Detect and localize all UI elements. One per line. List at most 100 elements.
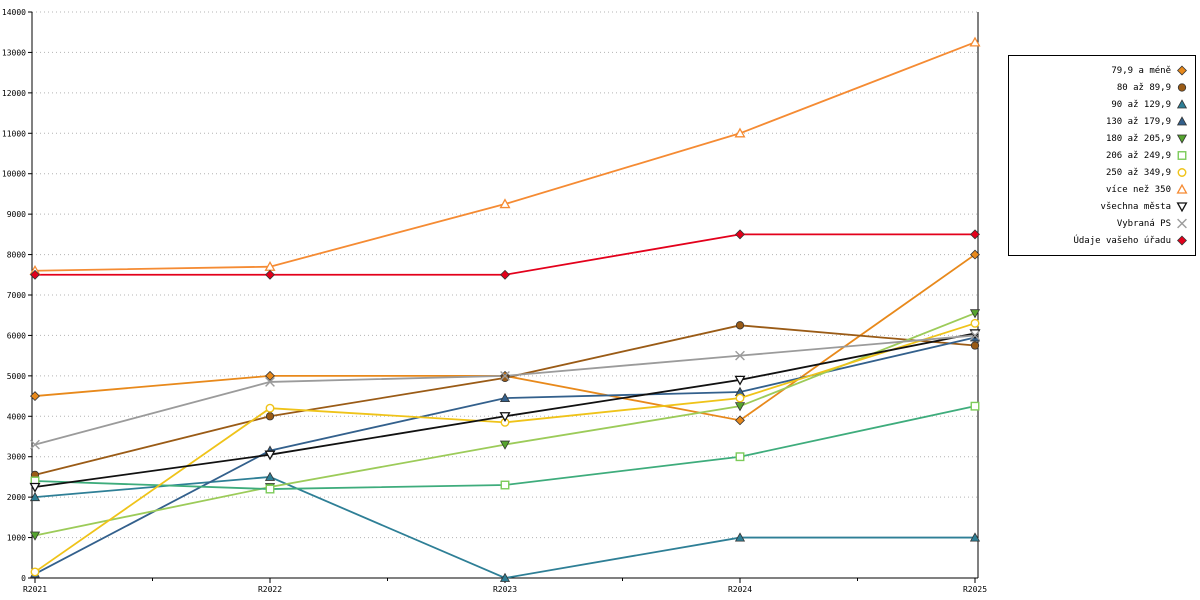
legend-marker-icon bbox=[1177, 83, 1187, 92]
y-axis-label: 7000 bbox=[7, 291, 26, 300]
y-axis-label: 11000 bbox=[2, 129, 26, 138]
legend-marker-icon bbox=[1177, 65, 1187, 76]
legend-item: všechna města bbox=[1015, 198, 1189, 215]
series-marker-triangle-up-icon bbox=[1176, 183, 1188, 194]
series-line bbox=[34, 334, 976, 446]
series-marker-triangle-up-icon bbox=[734, 532, 746, 542]
legend-label: 90 až 129,9 bbox=[1111, 99, 1171, 110]
x-axis-label: R2022 bbox=[258, 585, 282, 594]
legend-marker-icon bbox=[1176, 202, 1188, 213]
x-axis-label: R2021 bbox=[23, 585, 47, 594]
series-marker-circle-icon bbox=[265, 403, 275, 413]
series-marker-diamond-icon bbox=[735, 415, 745, 426]
series-marker-x-icon bbox=[30, 439, 40, 450]
series-line bbox=[34, 476, 975, 579]
series-line bbox=[34, 332, 976, 488]
series-marker-diamond-icon bbox=[1177, 65, 1187, 76]
legend-item: Vybraná PS bbox=[1015, 215, 1189, 232]
legend-marker-icon bbox=[1176, 99, 1188, 109]
series-marker-diamond-icon bbox=[500, 269, 510, 280]
legend-label: Vybraná PS bbox=[1116, 218, 1171, 229]
legend-item: 90 až 129,9 bbox=[1015, 96, 1189, 113]
legend-item: 250 až 349,9 bbox=[1015, 164, 1189, 181]
series-marker-circle-icon bbox=[970, 318, 980, 328]
legend-marker-icon bbox=[1176, 183, 1188, 194]
series-marker-triangle-down-icon bbox=[734, 402, 746, 412]
legend-label: 80 až 89,9 bbox=[1116, 82, 1171, 93]
series-marker-x-icon bbox=[500, 370, 510, 381]
y-axis-label: 6000 bbox=[7, 331, 26, 340]
y-axis-label: 9000 bbox=[7, 210, 26, 219]
series-marker-diamond-icon bbox=[1177, 235, 1187, 246]
series-marker-diamond-icon bbox=[970, 229, 980, 240]
series-marker-diamond-icon bbox=[30, 391, 40, 402]
series-marker-diamond-icon bbox=[265, 370, 275, 381]
legend-item: 206 až 249,9 bbox=[1015, 147, 1189, 164]
legend-label: 180 až 205,9 bbox=[1105, 133, 1171, 144]
series-marker-circle-icon bbox=[735, 393, 745, 403]
y-axis-label: 2000 bbox=[7, 493, 26, 502]
y-axis-label: 10000 bbox=[2, 170, 26, 179]
y-axis-label: 0 bbox=[21, 574, 26, 583]
legend-label: Údaje vašeho úřadu bbox=[1073, 235, 1171, 246]
series-marker-circle-icon bbox=[30, 567, 40, 577]
series-marker-triangle-up-icon bbox=[499, 392, 511, 403]
legend-item: 80 až 89,9 bbox=[1015, 79, 1189, 96]
series-marker-triangle-up-icon bbox=[969, 36, 981, 47]
series-marker-triangle-down-icon bbox=[499, 412, 511, 423]
x-axis-label: R2023 bbox=[493, 585, 517, 594]
series-marker-square-icon bbox=[735, 452, 745, 462]
legend-label: všechna města bbox=[1100, 201, 1171, 212]
series-marker-triangle-up-icon bbox=[969, 532, 981, 542]
series-marker-circle-icon bbox=[265, 412, 275, 421]
legend: 79,9 a méně 80 až 89,9 90 až 129,9 130 až 1… bbox=[1008, 55, 1196, 256]
series-marker-circle-icon bbox=[735, 321, 745, 330]
series-marker-triangle-up-icon bbox=[264, 471, 276, 481]
series-marker-diamond-icon bbox=[265, 269, 275, 280]
legend-item: 79,9 a méně bbox=[1015, 62, 1189, 79]
legend-item: 130 až 179,9 bbox=[1015, 113, 1189, 130]
legend-label: 206 až 249,9 bbox=[1105, 150, 1171, 161]
legend-item: 180 až 205,9 bbox=[1015, 130, 1189, 147]
series-marker-square-icon bbox=[970, 401, 980, 411]
series-marker-triangle-up-icon bbox=[499, 198, 511, 209]
legend-marker-icon bbox=[1177, 218, 1187, 229]
series-marker-triangle-up-icon bbox=[29, 491, 41, 502]
y-axis-label: 14000 bbox=[2, 8, 26, 17]
series-marker-diamond-icon bbox=[30, 269, 40, 280]
series-marker-square-icon bbox=[1177, 151, 1187, 160]
x-axis-label: R2025 bbox=[963, 585, 987, 594]
series-marker-triangle-down-icon bbox=[1176, 202, 1188, 213]
series-marker-triangle-down-icon bbox=[1176, 134, 1188, 144]
legend-marker-icon bbox=[1176, 134, 1188, 144]
y-axis-label: 4000 bbox=[7, 412, 26, 421]
y-axis-label: 5000 bbox=[7, 372, 26, 381]
legend-label: 79,9 a méně bbox=[1111, 65, 1171, 76]
series-marker-circle-icon bbox=[970, 341, 980, 350]
series-marker-square-icon bbox=[500, 480, 510, 490]
legend-marker-icon bbox=[1176, 116, 1188, 126]
legend-marker-icon bbox=[1177, 151, 1187, 160]
series-marker-diamond-icon bbox=[970, 249, 980, 260]
legend-item: více než 350 bbox=[1015, 181, 1189, 198]
series-marker-triangle-down-icon bbox=[499, 440, 511, 450]
legend-marker-icon bbox=[1177, 235, 1187, 246]
series-marker-triangle-down-icon bbox=[264, 450, 276, 461]
series-marker-circle-icon bbox=[500, 373, 510, 383]
series-marker-square-icon bbox=[265, 484, 275, 494]
y-axis-label: 1000 bbox=[7, 534, 26, 543]
series-marker-triangle-down-icon bbox=[734, 375, 746, 386]
series-marker-x-icon bbox=[735, 350, 745, 361]
x-axis-label: R2024 bbox=[728, 585, 752, 594]
series-marker-x-icon bbox=[265, 377, 275, 387]
y-axis-label: 8000 bbox=[7, 251, 26, 260]
legend-label: 250 až 349,9 bbox=[1105, 167, 1171, 178]
y-axis-label: 12000 bbox=[2, 89, 26, 98]
series-marker-triangle-up-icon bbox=[499, 572, 511, 582]
series-line bbox=[34, 41, 976, 272]
series-marker-x-icon bbox=[1177, 218, 1187, 229]
series-marker-triangle-up-icon bbox=[1176, 116, 1188, 126]
series-marker-circle-icon bbox=[1177, 168, 1187, 177]
legend-item: Údaje vašeho úřadu bbox=[1015, 232, 1189, 249]
